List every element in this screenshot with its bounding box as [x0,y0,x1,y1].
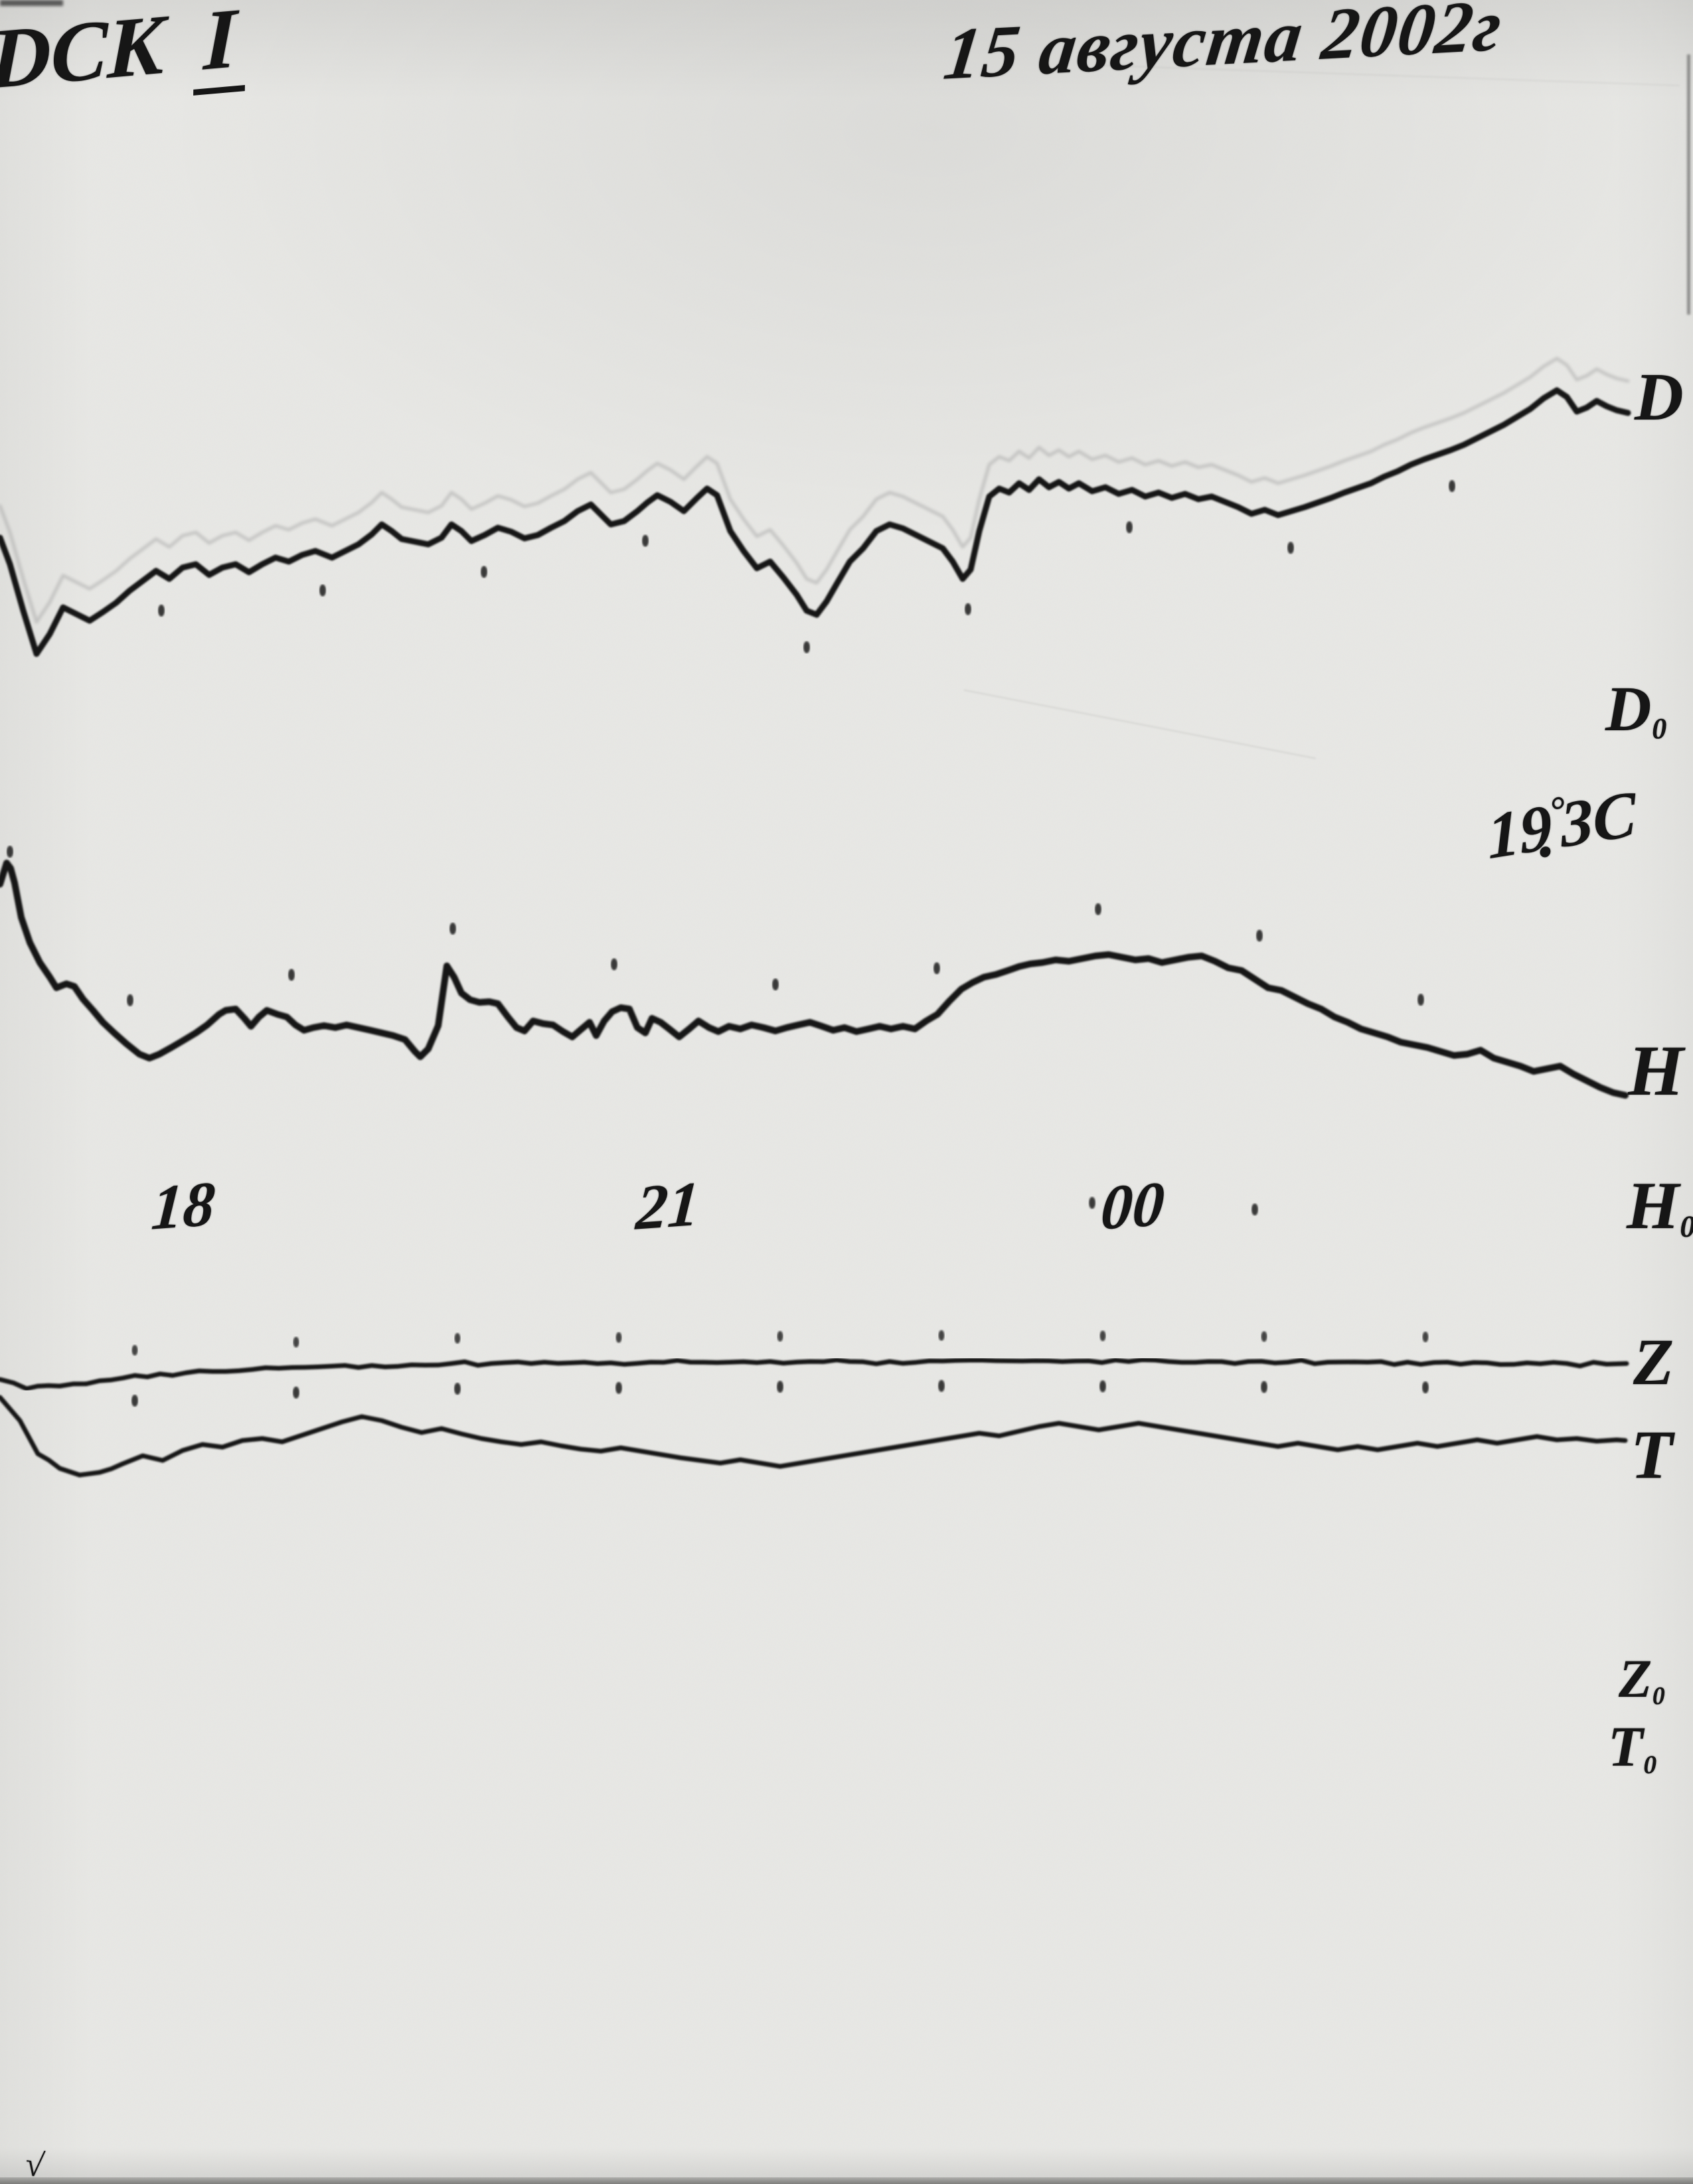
trace-label-Z: Z [1633,1325,1674,1399]
trace-label-D: D [1635,360,1684,435]
baseline-label-Z0: Z0 [1619,1648,1665,1710]
scan-edge-smear [0,0,63,6]
baseline-label-D0: D0 [1605,673,1667,745]
trace-layer [0,356,1693,1733]
station-code: DCK [0,0,165,107]
baseline-label-T0: T0 [1608,1715,1657,1780]
scan-edge-right-line [1687,54,1690,315]
time-tick-18: 18 [149,1168,218,1243]
scan-edge-bottom [0,2177,1693,2184]
trace-label-T: T [1631,1417,1673,1493]
station-roman-numeral: I [193,0,247,96]
time-tick-21: 21 [633,1168,702,1243]
time-tick-00: 00 [1098,1168,1167,1243]
baseline-label-H0: H0 [1627,1168,1693,1243]
trace-label-H: H [1628,1032,1684,1111]
